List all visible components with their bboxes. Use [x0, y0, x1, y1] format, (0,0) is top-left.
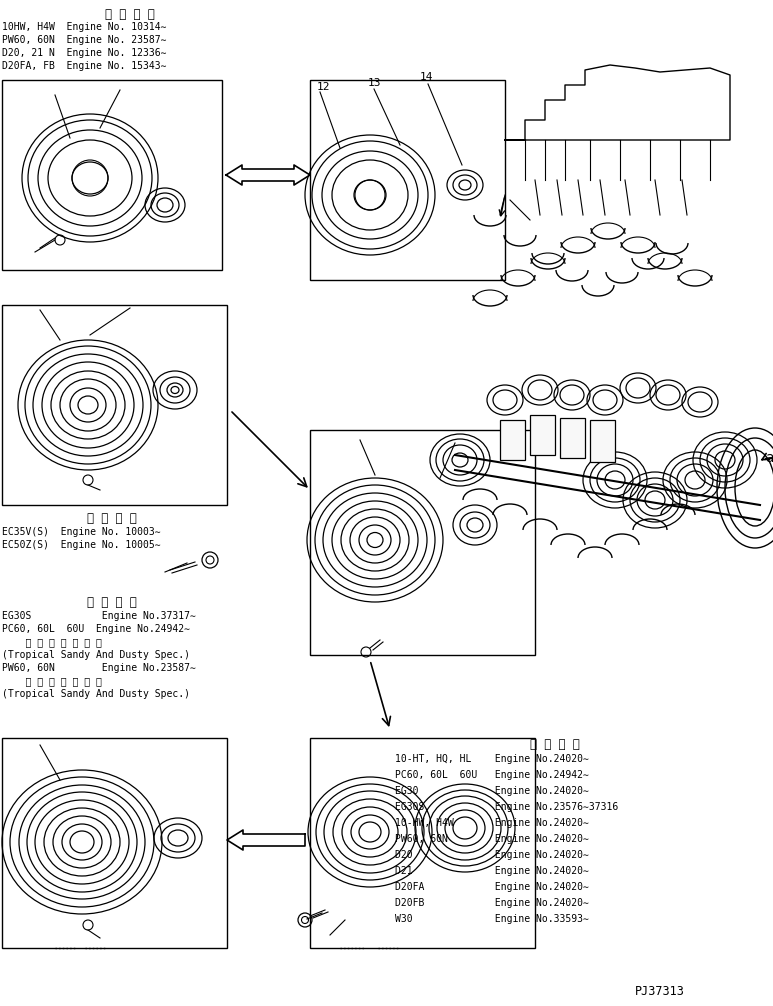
- Text: PW60, 60N        Engine No.23587∼: PW60, 60N Engine No.23587∼: [2, 663, 196, 673]
- Bar: [310, 80, 505, 280]
- Text: 熱 帯 砂 塵 地 仕 様: 熱 帯 砂 塵 地 仕 様: [2, 637, 102, 647]
- Text: 適 用 号 機: 適 用 号 機: [530, 738, 580, 751]
- Text: W30              Engine No.33593∼: W30 Engine No.33593∼: [395, 914, 589, 924]
- Text: 適 用 号 機: 適 用 号 機: [87, 596, 137, 609]
- Text: EG30S            Engine No.37317∼: EG30S Engine No.37317∼: [2, 611, 196, 621]
- Text: 14: 14: [420, 72, 434, 82]
- Text: EG30S            Engine No.23576∼37316: EG30S Engine No.23576∼37316: [395, 802, 618, 812]
- Text: D20FA            Engine No.24020∼: D20FA Engine No.24020∼: [395, 882, 589, 892]
- Bar: [2, 80, 222, 270]
- Bar: [560, 418, 585, 458]
- Bar: [2, 738, 227, 948]
- Bar: [310, 430, 535, 655]
- Text: D20              Engine No.24020∼: D20 Engine No.24020∼: [395, 850, 589, 860]
- Text: 13: 13: [368, 78, 382, 88]
- Text: 10-HT, HQ, HL    Engine No.24020∼: 10-HT, HQ, HL Engine No.24020∼: [395, 754, 589, 764]
- Text: 12: 12: [317, 82, 331, 92]
- Text: D21              Engine No.24020∼: D21 Engine No.24020∼: [395, 866, 589, 876]
- Text: (Tropical Sandy And Dusty Spec.): (Tropical Sandy And Dusty Spec.): [2, 650, 190, 660]
- Text: 適 用 号 機: 適 用 号 機: [87, 512, 137, 525]
- Text: EC50Z(S)  Engine No. 10005∼: EC50Z(S) Engine No. 10005∼: [2, 540, 161, 550]
- Text: (Tropical Sandy And Dusty Spec.): (Tropical Sandy And Dusty Spec.): [2, 689, 190, 699]
- Bar: [500, 420, 525, 460]
- Text: PC60, 60L  60U  Engine No.24942∼: PC60, 60L 60U Engine No.24942∼: [2, 624, 190, 634]
- Text: PC60, 60L  60U   Engine No.24942∼: PC60, 60L 60U Engine No.24942∼: [395, 770, 589, 780]
- Text: D20FA, FB  Engine No. 15343∼: D20FA, FB Engine No. 15343∼: [2, 61, 166, 71]
- Text: 適 用 号 機: 適 用 号 機: [105, 8, 155, 21]
- Text: PW60, 60N        Engine No.24020∼: PW60, 60N Engine No.24020∼: [395, 834, 589, 844]
- Text: 10-HW, H4W       Engine No.24020∼: 10-HW, H4W Engine No.24020∼: [395, 818, 589, 828]
- Text: D20FB            Engine No.24020∼: D20FB Engine No.24020∼: [395, 898, 589, 908]
- Text: 熱 帯 砂 塵 地 仕 様: 熱 帯 砂 塵 地 仕 様: [2, 676, 102, 686]
- Bar: [2, 305, 227, 505]
- Bar: [310, 738, 535, 948]
- Text: D20, 21 N  Engine No. 12336∼: D20, 21 N Engine No. 12336∼: [2, 48, 166, 58]
- Bar: [530, 415, 555, 455]
- Text: 10HW, H4W  Engine No. 10314∼: 10HW, H4W Engine No. 10314∼: [2, 22, 166, 32]
- Text: PW60, 60N  Engine No. 23587∼: PW60, 60N Engine No. 23587∼: [2, 35, 166, 45]
- Bar: [590, 420, 615, 462]
- Text: EC35V(S)  Engine No. 10003∼: EC35V(S) Engine No. 10003∼: [2, 527, 161, 537]
- Text: EG30             Engine No.24020∼: EG30 Engine No.24020∼: [395, 786, 589, 796]
- Text: a: a: [765, 451, 773, 465]
- Text: PJ37313: PJ37313: [635, 985, 685, 998]
